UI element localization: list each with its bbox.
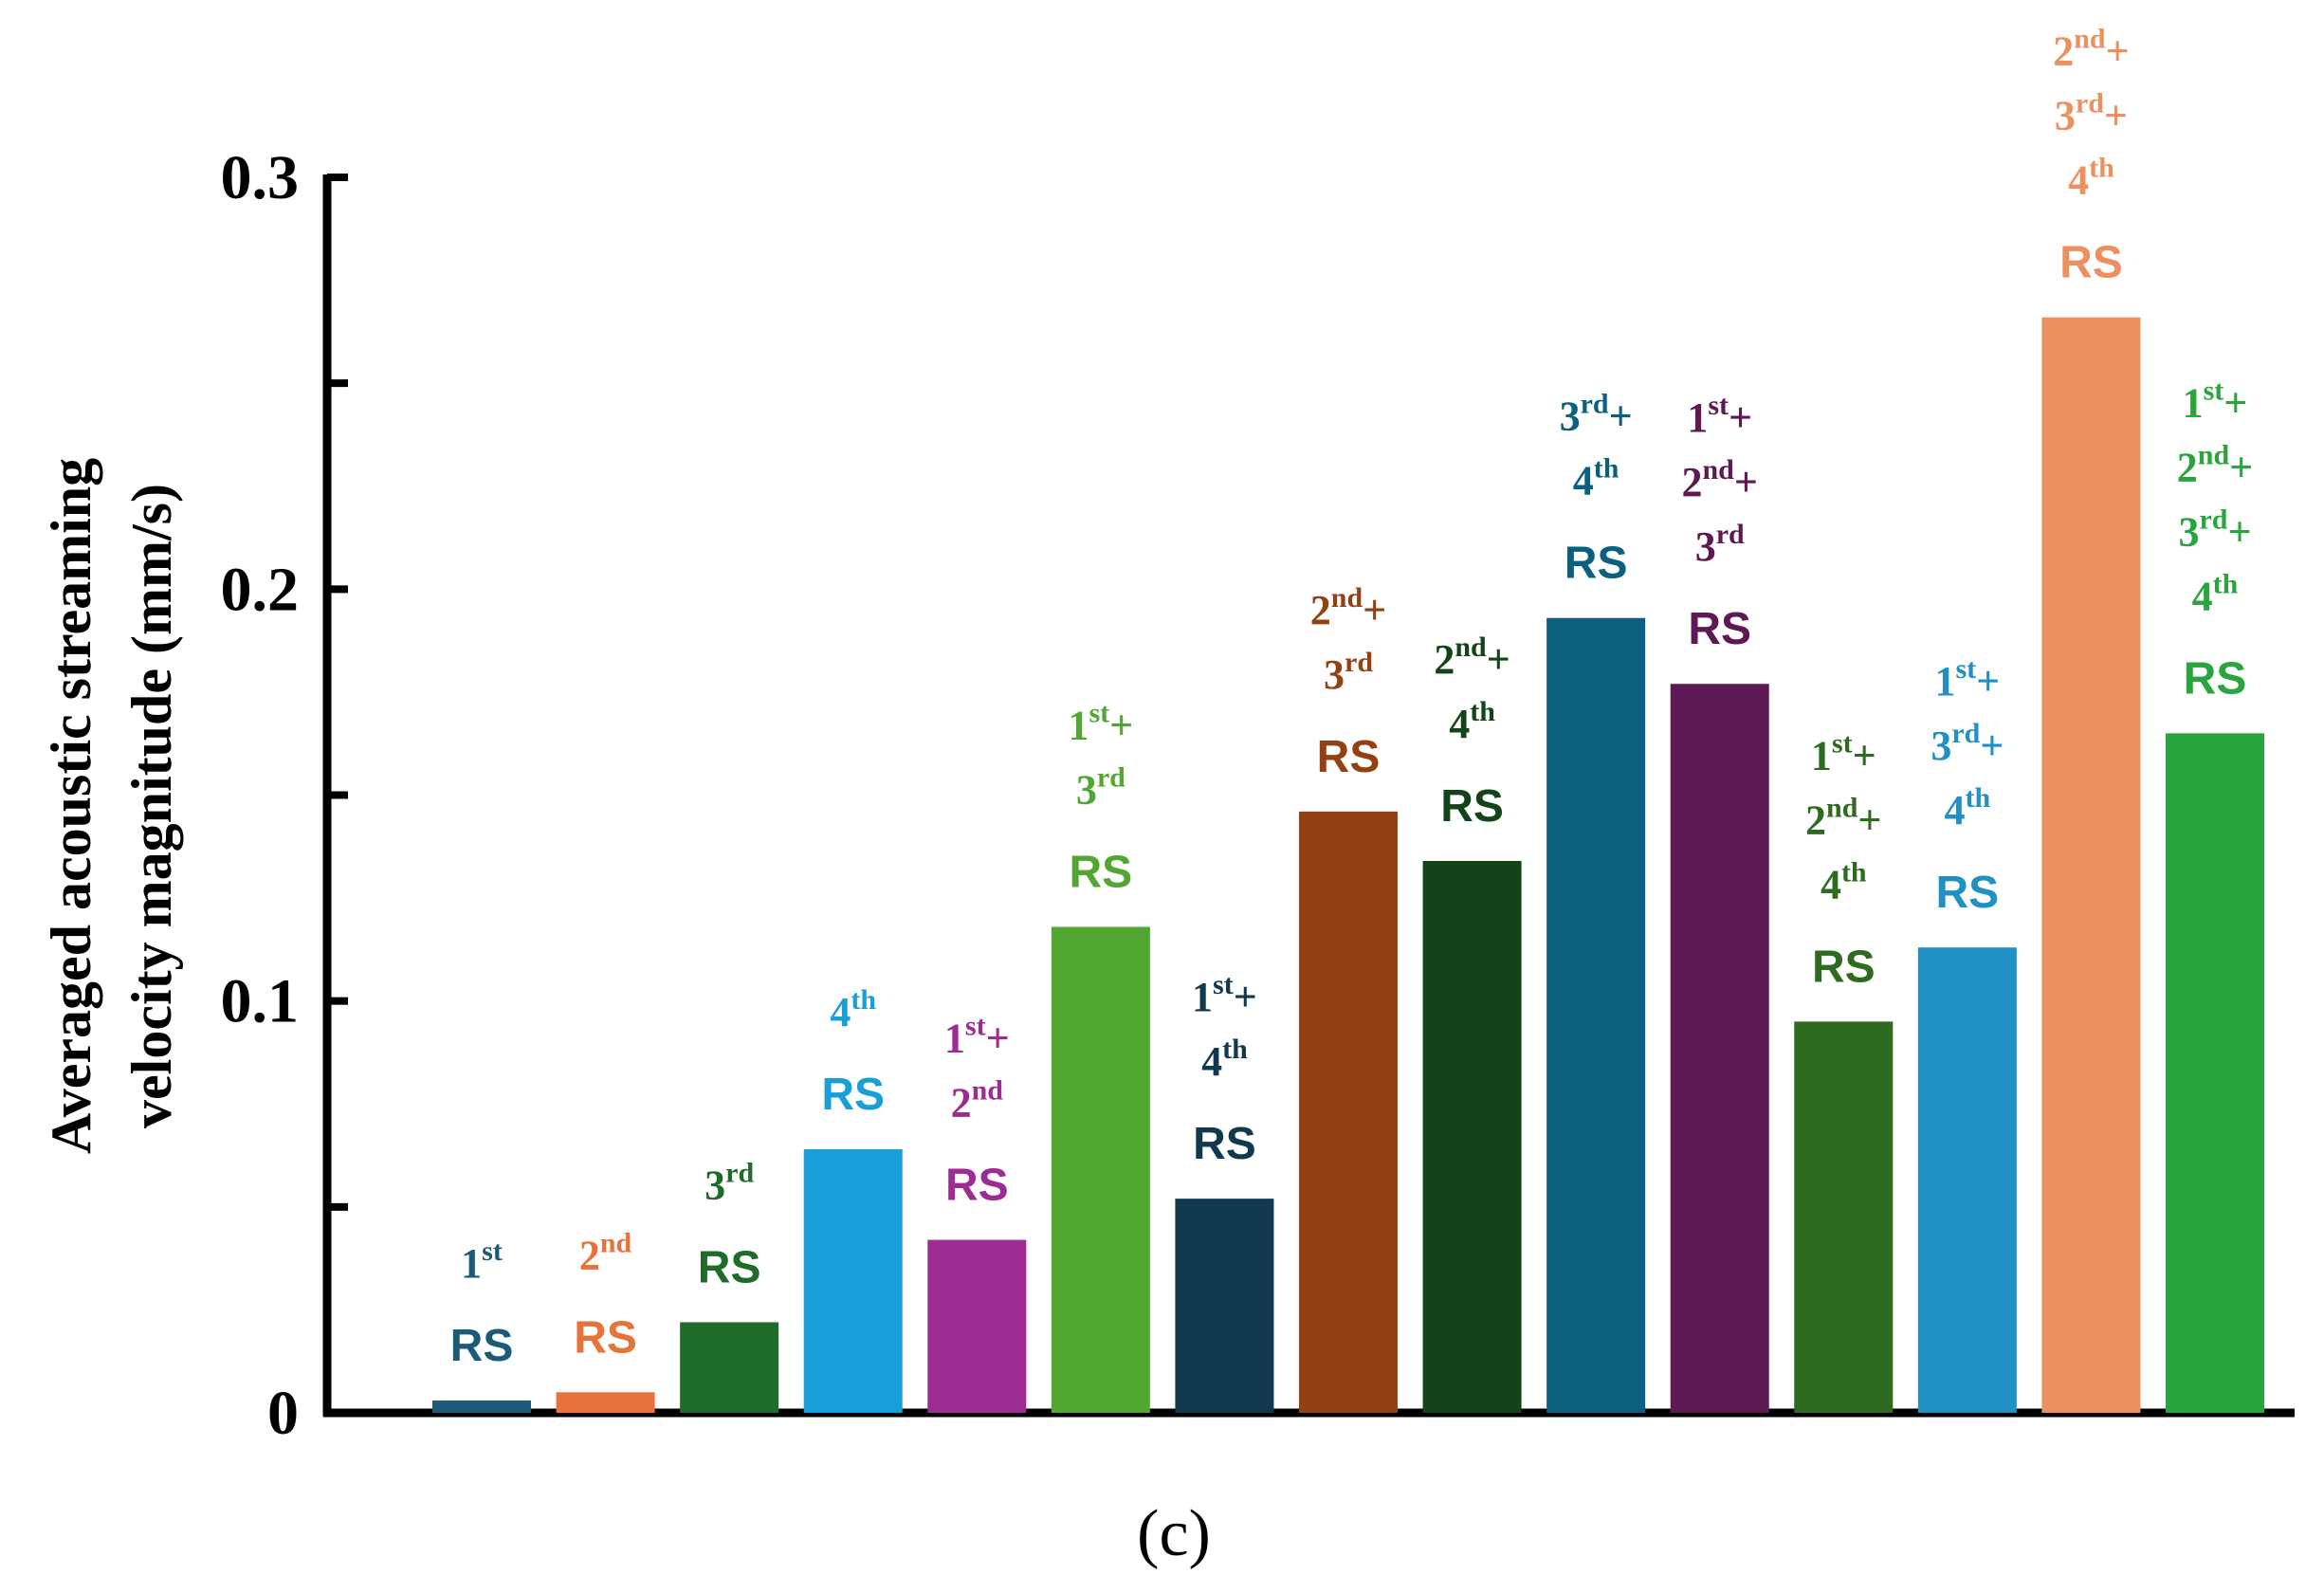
bar: [803, 1149, 903, 1413]
y-tick-label: 0.3: [221, 143, 300, 212]
bar: [1051, 926, 1150, 1413]
bar-ordinal-label: 2nd+: [2053, 24, 2129, 75]
bar: [2166, 733, 2264, 1413]
bar-ordinal-label: 4th: [830, 984, 876, 1035]
bar-ordinal-label: 2nd+: [1681, 454, 1757, 505]
bar-ordinal-label: 1st+: [1934, 653, 2000, 705]
bar-rs-label: RS: [2059, 238, 2123, 288]
bar-ordinal-label: 3rd+: [1931, 718, 2004, 769]
bar-ordinal-label: 2nd+: [2177, 439, 2253, 490]
figure-caption: (c): [1137, 1497, 1211, 1570]
bar-rs-label: RS: [1936, 868, 2000, 918]
bar-ordinal-label: 1st+: [1068, 697, 1133, 748]
bar-ordinal-label: 3rd+: [1560, 389, 1633, 440]
bar-ordinal-label: 3rd: [1076, 761, 1125, 813]
bar-rs-label: RS: [1812, 942, 1876, 992]
bar-ordinal-label: 2nd+: [1310, 582, 1386, 633]
bar-ordinal-label: 1st+: [1192, 969, 1257, 1020]
bar-rs-label: RS: [1193, 1119, 1256, 1169]
bar-ordinal-label: 1st+: [2183, 375, 2248, 426]
bar-ordinal-label: 4th: [2192, 568, 2239, 619]
bar: [680, 1322, 779, 1413]
bar-rs-label: RS: [1565, 539, 1628, 589]
bar-ordinal-label: 3rd+: [2178, 504, 2251, 555]
bar-rs-label: RS: [2184, 653, 2247, 704]
bar-ordinal-label: 1st+: [1811, 727, 1876, 778]
bar-rs-label: RS: [450, 1321, 514, 1371]
bar: [556, 1392, 655, 1413]
bar: [1175, 1199, 1274, 1413]
bar-ordinal-label: 4th: [1201, 1034, 1248, 1085]
y-tick-label: 0: [267, 1379, 299, 1448]
bar-rs-label: RS: [821, 1070, 885, 1120]
bar-ordinal-label: 4th: [1573, 453, 1619, 504]
bar-rs-label: RS: [945, 1161, 1009, 1211]
bar-rs-label: RS: [1070, 847, 1133, 897]
bar-ordinal-label: 2nd+: [1434, 632, 1510, 683]
bar-rs-label: RS: [1440, 781, 1504, 832]
bar: [1299, 811, 1398, 1413]
bar: [1794, 1021, 1894, 1413]
y-tick-label: 0.1: [221, 967, 300, 1036]
bars: [432, 317, 2264, 1413]
bar-ordinal-label: 4th: [2068, 153, 2114, 204]
bar-ordinal-label: 4th: [1821, 856, 1867, 907]
bar: [1422, 860, 1522, 1413]
bar-ordinal-label: 3rd: [705, 1157, 754, 1208]
bar-ordinal-label: 2nd+: [1805, 792, 1881, 843]
bar-ordinal-label: 3rd: [1324, 647, 1373, 698]
y-tick-label: 0.2: [221, 555, 300, 624]
bar-ordinal-label: 3rd: [1695, 519, 1745, 570]
y-axis-title: Averaged acoustic streaming velocity mag…: [40, 458, 183, 1154]
bar-ordinal-label: 2nd: [579, 1227, 632, 1278]
bar: [2041, 317, 2141, 1413]
bar: [927, 1239, 1027, 1413]
bar: [1546, 617, 1646, 1413]
bar-ordinal-label: 4th: [1449, 696, 1495, 747]
bar-ordinal-label: 1st+: [1687, 390, 1752, 441]
bar-rs-label: RS: [698, 1242, 761, 1292]
bar-ordinal-label: 1st: [461, 1236, 503, 1287]
bar-rs-label: RS: [574, 1312, 637, 1363]
bar: [1917, 947, 2017, 1413]
y-axis-title-line-1: Averaged acoustic streaming: [40, 458, 102, 1154]
bar: [432, 1400, 531, 1413]
bar-ordinal-label: 3rd+: [2055, 88, 2128, 139]
bar: [1670, 684, 1769, 1413]
bar-ordinal-label: 1st+: [944, 1011, 1010, 1062]
bar-labels: RS 1st RS 2nd RS 3rd RS 4th RS 1st+ 2nd RS 1st+ 3rd RS…: [450, 24, 2254, 1371]
y-axis-title-line-2: velocity magnitude (mm/s): [120, 484, 183, 1128]
bar-ordinal-label: 2nd: [951, 1075, 1004, 1126]
bar-rs-label: RS: [1688, 604, 1751, 654]
bar-ordinal-label: 4th: [1945, 782, 1991, 833]
bar-rs-label: RS: [1317, 732, 1381, 782]
